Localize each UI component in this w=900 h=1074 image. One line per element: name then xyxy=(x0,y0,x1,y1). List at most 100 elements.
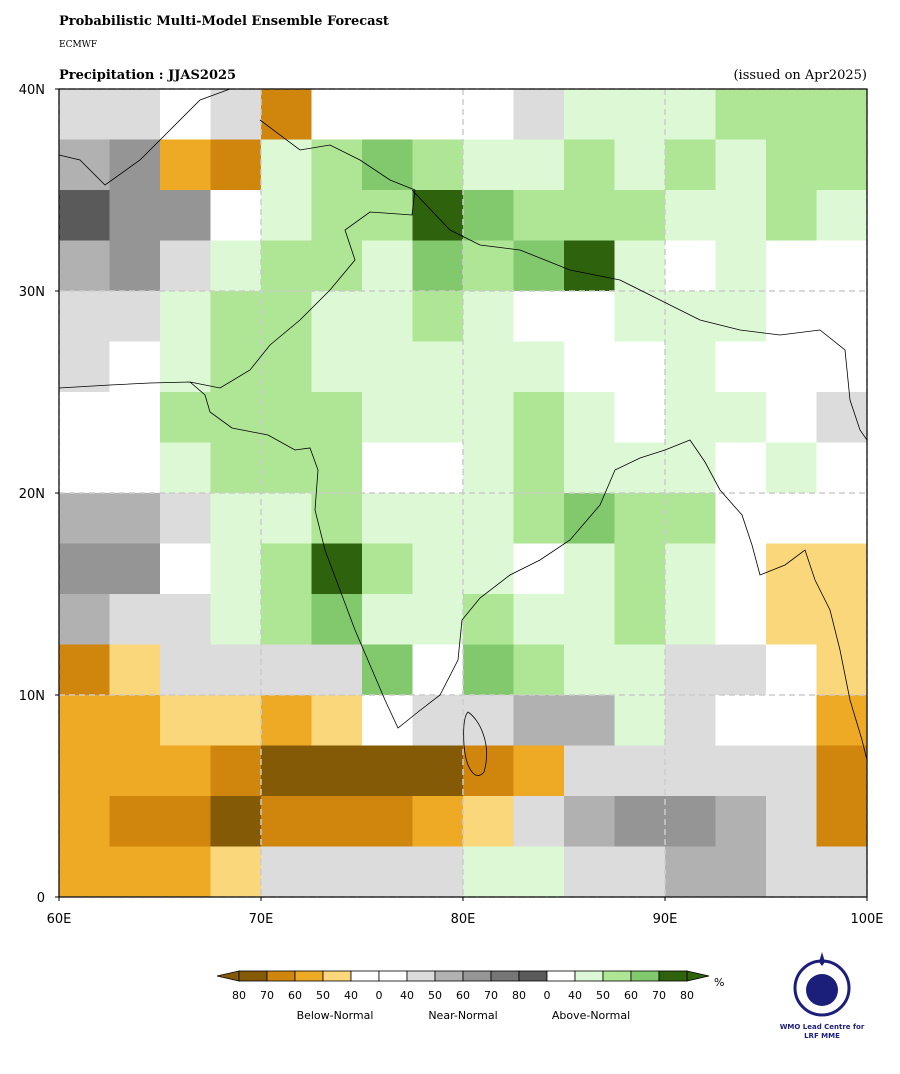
cell xyxy=(463,240,514,292)
cell xyxy=(311,341,363,393)
cell xyxy=(766,796,817,847)
cell xyxy=(816,240,868,292)
cell xyxy=(412,695,464,746)
cell xyxy=(160,594,211,645)
cell xyxy=(311,695,363,746)
legend-box xyxy=(322,970,352,982)
cell xyxy=(160,442,211,494)
legend-label: 70 xyxy=(484,989,498,1002)
cell xyxy=(412,291,464,342)
cell xyxy=(362,240,413,292)
cell xyxy=(564,442,615,494)
cell xyxy=(513,846,565,898)
cell xyxy=(210,543,262,595)
cell xyxy=(463,190,514,241)
cell xyxy=(715,291,767,342)
cell xyxy=(564,796,615,847)
cell xyxy=(59,190,110,241)
legend-label: 60 xyxy=(624,989,638,1002)
cell xyxy=(665,745,716,797)
legend-box xyxy=(630,970,660,982)
cell xyxy=(816,89,868,140)
cell xyxy=(513,190,565,241)
cell xyxy=(261,594,312,645)
cell xyxy=(210,796,262,847)
cell xyxy=(766,341,817,393)
cell xyxy=(665,594,716,645)
cell xyxy=(766,644,817,696)
cell xyxy=(816,139,868,191)
legend-label: 80 xyxy=(232,989,246,1002)
legend-label: 80 xyxy=(680,989,694,1002)
cell xyxy=(564,695,615,746)
cell xyxy=(210,644,262,696)
cell xyxy=(109,745,161,797)
legend-box xyxy=(350,970,380,982)
cell xyxy=(715,745,767,797)
cell xyxy=(463,139,514,191)
cell xyxy=(614,846,666,898)
cell xyxy=(513,442,565,494)
legend-label: 50 xyxy=(428,989,442,1002)
cell xyxy=(109,644,161,696)
cell xyxy=(766,493,817,544)
legend: 80 70 60 50 40 0 40 50 60 70 80 0 40 50 60 70 80 Below-No… xyxy=(216,970,724,1022)
cell xyxy=(816,796,868,847)
cell xyxy=(463,846,514,898)
cell xyxy=(564,745,615,797)
cell xyxy=(614,341,666,393)
cell xyxy=(766,543,817,595)
cell xyxy=(210,89,262,140)
cell xyxy=(614,594,666,645)
cell xyxy=(665,139,716,191)
cell xyxy=(412,543,464,595)
cell xyxy=(210,392,262,443)
cell xyxy=(513,695,565,746)
cell xyxy=(715,442,767,494)
cell xyxy=(665,846,716,898)
cell xyxy=(59,89,110,140)
cell xyxy=(311,493,363,544)
cell xyxy=(665,341,716,393)
cell xyxy=(715,695,767,746)
cell xyxy=(210,291,262,342)
cell xyxy=(513,89,565,140)
cell xyxy=(715,190,767,241)
cell xyxy=(816,644,868,696)
cell xyxy=(665,543,716,595)
cell xyxy=(715,341,767,393)
cell xyxy=(109,594,161,645)
cell xyxy=(109,846,161,898)
cell xyxy=(766,745,817,797)
logo-line1: WMO Lead Centre for xyxy=(780,1023,865,1031)
cell xyxy=(463,493,514,544)
cell xyxy=(665,89,716,140)
cell xyxy=(614,442,666,494)
cell xyxy=(160,695,211,746)
cell xyxy=(59,745,110,797)
cell xyxy=(362,745,413,797)
cell xyxy=(564,190,615,241)
cell xyxy=(59,341,110,393)
cell xyxy=(109,442,161,494)
cell xyxy=(59,291,110,342)
cell xyxy=(614,89,666,140)
cell xyxy=(261,139,312,191)
legend-label: 70 xyxy=(260,989,274,1002)
legend-label: 40 xyxy=(568,989,582,1002)
cell xyxy=(614,139,666,191)
cell xyxy=(362,644,413,696)
cell xyxy=(59,846,110,898)
title: Probabilistic Multi-Model Ensemble Forec… xyxy=(59,14,389,29)
cell xyxy=(412,644,464,696)
cell xyxy=(766,695,817,746)
cell xyxy=(412,240,464,292)
cell xyxy=(816,846,868,898)
legend-box xyxy=(602,970,632,982)
cell xyxy=(463,745,514,797)
cell xyxy=(160,745,211,797)
cell xyxy=(59,240,110,292)
cell xyxy=(311,543,363,595)
cell xyxy=(210,745,262,797)
cell xyxy=(412,139,464,191)
